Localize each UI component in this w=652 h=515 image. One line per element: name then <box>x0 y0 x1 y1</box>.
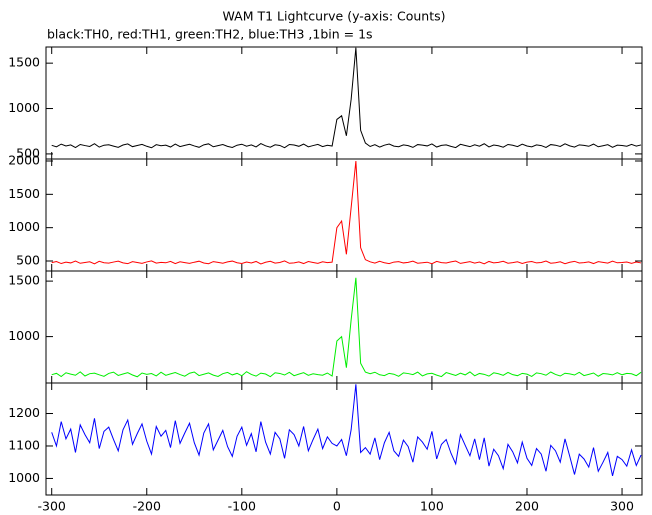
chart-title: WAM T1 Lightcurve (y-axis: Counts) <box>222 9 445 24</box>
series-line <box>51 47 642 149</box>
y-tick-label: 1000 <box>8 219 40 234</box>
panel-frame <box>45 46 643 160</box>
y-tick-label: 1500 <box>8 273 40 288</box>
y-tick-label: 1500 <box>8 55 40 70</box>
y-tick-label: 1500 <box>8 186 40 201</box>
series-line <box>51 384 642 476</box>
y-tick-label: 1000 <box>8 328 40 343</box>
y-tick-label: 2000 <box>8 153 40 168</box>
x-tick-label: -100 <box>228 499 256 514</box>
panel-frame <box>45 270 643 384</box>
series-line <box>51 277 642 378</box>
y-tick-label: 1200 <box>8 405 40 420</box>
x-tick-label: 0 <box>333 499 341 514</box>
x-tick-label: -200 <box>133 499 161 514</box>
y-tick-label: 1000 <box>8 100 40 115</box>
chart-subtitle: black:TH0, red:TH1, green:TH2, blue:TH3 … <box>47 27 373 42</box>
series-line <box>51 160 642 265</box>
x-tick-label: -300 <box>38 499 66 514</box>
y-tick-label: 500 <box>16 145 40 160</box>
y-tick-label: 1100 <box>8 437 40 452</box>
panel-frame <box>45 158 643 272</box>
x-tick-label: 300 <box>610 499 634 514</box>
x-tick-label: 100 <box>420 499 444 514</box>
y-tick-label: 1000 <box>8 470 40 485</box>
y-tick-label: 500 <box>16 253 40 268</box>
panel-frame <box>45 382 643 496</box>
x-tick-label: 200 <box>515 499 539 514</box>
